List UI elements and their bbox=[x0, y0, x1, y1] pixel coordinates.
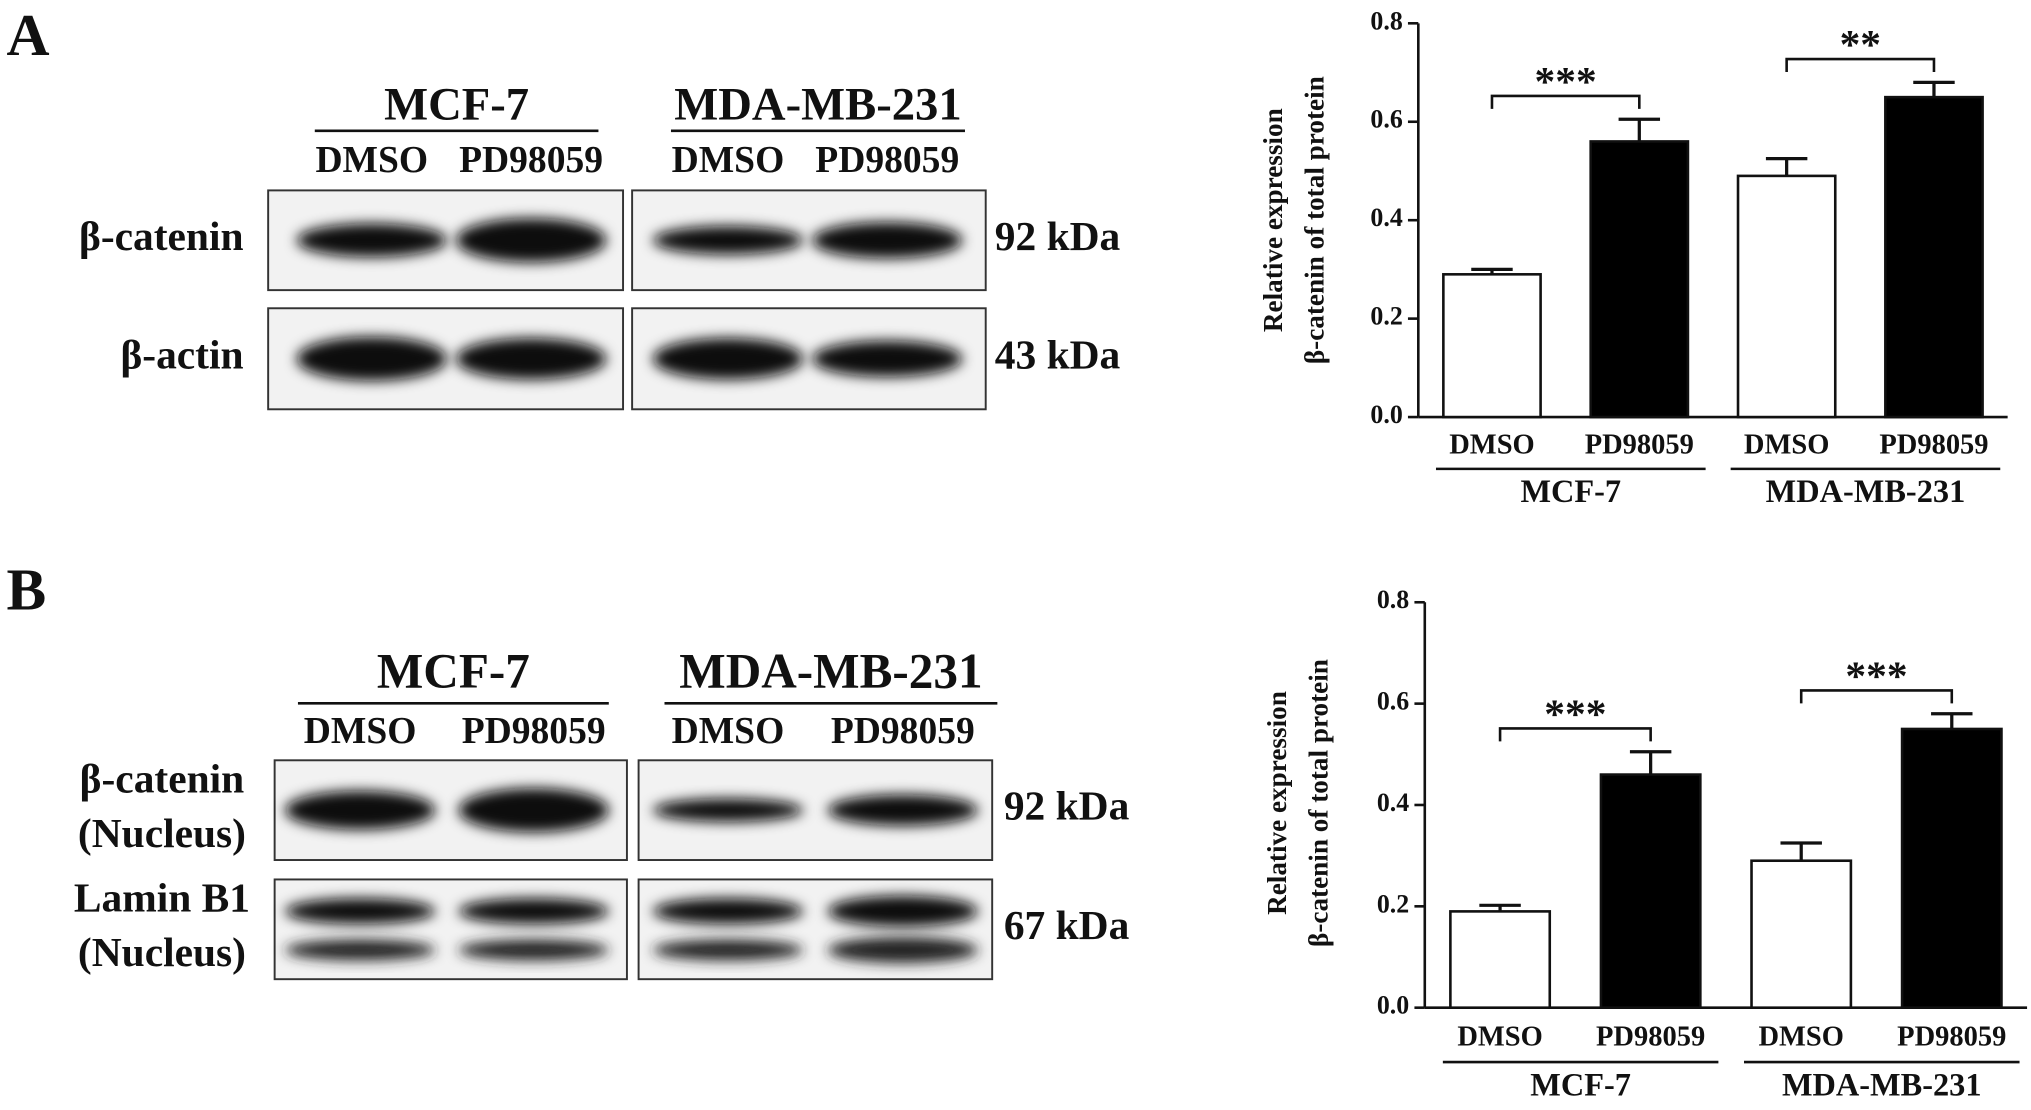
bar bbox=[1449, 910, 1552, 1009]
band bbox=[827, 794, 978, 826]
panel-label: B bbox=[7, 556, 47, 622]
band bbox=[458, 788, 609, 833]
band bbox=[455, 218, 607, 263]
band bbox=[652, 939, 804, 961]
x-tick-label: DMSO bbox=[1449, 429, 1534, 460]
group-label: MDA-MB-231 bbox=[1782, 1067, 1982, 1103]
bar bbox=[1736, 174, 1837, 419]
x-tick-label: PD98059 bbox=[1585, 429, 1694, 460]
lane-label: PD98059 bbox=[831, 711, 975, 752]
y-tick-label: 0.6 bbox=[1377, 687, 1409, 716]
band bbox=[652, 338, 804, 380]
band bbox=[296, 336, 447, 381]
x-tick-label: PD98059 bbox=[1596, 1021, 1705, 1052]
group-label: MDA-MB-231 bbox=[679, 643, 982, 698]
y-axis-label: Relative expression bbox=[1258, 108, 1288, 332]
y-tick-label: 0.2 bbox=[1377, 889, 1409, 918]
x-tick-label: PD98059 bbox=[1897, 1021, 2006, 1052]
group-label: MCF-7 bbox=[1530, 1067, 1631, 1103]
group-label: MCF-7 bbox=[1520, 474, 1621, 510]
significance-label: *** bbox=[1544, 691, 1606, 737]
group-label: MDA-MB-231 bbox=[1766, 474, 1966, 510]
lane-label: PD98059 bbox=[462, 711, 606, 752]
band bbox=[652, 226, 804, 255]
band bbox=[296, 223, 447, 258]
y-tick-label: 0.2 bbox=[1370, 302, 1402, 331]
row-label: (Nucleus) bbox=[78, 810, 246, 857]
row-label: Lamin B1 bbox=[74, 875, 250, 921]
group-label: MCF-7 bbox=[384, 79, 529, 131]
row-label: β-actin bbox=[120, 331, 243, 377]
panel-label: A bbox=[7, 2, 50, 68]
y-tick-label: 0.4 bbox=[1370, 203, 1402, 232]
y-tick-label: 0.0 bbox=[1370, 400, 1402, 429]
band bbox=[458, 898, 609, 925]
bar bbox=[1900, 727, 2003, 1009]
x-tick-label: DMSO bbox=[1758, 1021, 1843, 1052]
significance-bracket bbox=[1785, 57, 1936, 73]
lane-label: PD98059 bbox=[459, 140, 603, 181]
significance-label: *** bbox=[1535, 58, 1597, 104]
band bbox=[827, 937, 978, 963]
x-tick-label: DMSO bbox=[1457, 1021, 1542, 1052]
band bbox=[652, 898, 804, 925]
significance-bracket bbox=[1799, 689, 1954, 704]
y-axis-label: β-catenin of total protein bbox=[1300, 76, 1330, 364]
size-label: 43 kDa bbox=[995, 331, 1121, 377]
size-label: 67 kDa bbox=[1004, 902, 1130, 948]
lane-label: DMSO bbox=[315, 140, 428, 181]
y-tick-label: 0.8 bbox=[1377, 585, 1409, 614]
significance-bracket bbox=[1498, 727, 1652, 742]
blot-box bbox=[273, 878, 628, 981]
lane-label: PD98059 bbox=[815, 140, 959, 181]
bar bbox=[1442, 273, 1542, 419]
lane-label: DMSO bbox=[672, 711, 785, 752]
band bbox=[827, 895, 978, 927]
y-axis-label: Relative expression bbox=[1262, 691, 1292, 915]
bar bbox=[1750, 859, 1853, 1009]
size-label: 92 kDa bbox=[1004, 783, 1130, 829]
y-tick-label: 0.8 bbox=[1370, 6, 1402, 35]
band bbox=[455, 338, 607, 380]
band bbox=[812, 340, 963, 377]
x-tick-label: PD98059 bbox=[1879, 429, 1988, 460]
row-label: (Nucleus) bbox=[78, 929, 246, 976]
band bbox=[284, 898, 436, 925]
y-tick-label: 0.4 bbox=[1377, 788, 1409, 817]
band bbox=[812, 222, 963, 259]
significance-label: *** bbox=[1845, 653, 1907, 699]
bar bbox=[1884, 95, 1984, 419]
band bbox=[284, 939, 436, 961]
blot-box bbox=[637, 878, 994, 981]
x-tick-label: DMSO bbox=[1744, 429, 1829, 460]
y-axis-label: β-catenin of total protein bbox=[1303, 659, 1333, 947]
significance-bracket bbox=[1490, 94, 1641, 109]
lane-label: DMSO bbox=[672, 140, 785, 181]
band bbox=[652, 798, 804, 822]
row-label: β-catenin bbox=[79, 213, 244, 259]
y-tick-label: 0.0 bbox=[1377, 991, 1409, 1020]
bar bbox=[1589, 140, 1690, 419]
lane-label: DMSO bbox=[304, 711, 417, 752]
y-tick-label: 0.6 bbox=[1370, 105, 1402, 134]
bar bbox=[1599, 773, 1702, 1009]
size-label: 92 kDa bbox=[995, 213, 1121, 259]
band bbox=[284, 790, 436, 830]
significance-label: ** bbox=[1840, 21, 1881, 67]
band bbox=[458, 939, 609, 961]
group-label: MDA-MB-231 bbox=[674, 79, 961, 131]
row-label: β-catenin bbox=[80, 755, 245, 801]
group-label: MCF-7 bbox=[377, 643, 530, 698]
